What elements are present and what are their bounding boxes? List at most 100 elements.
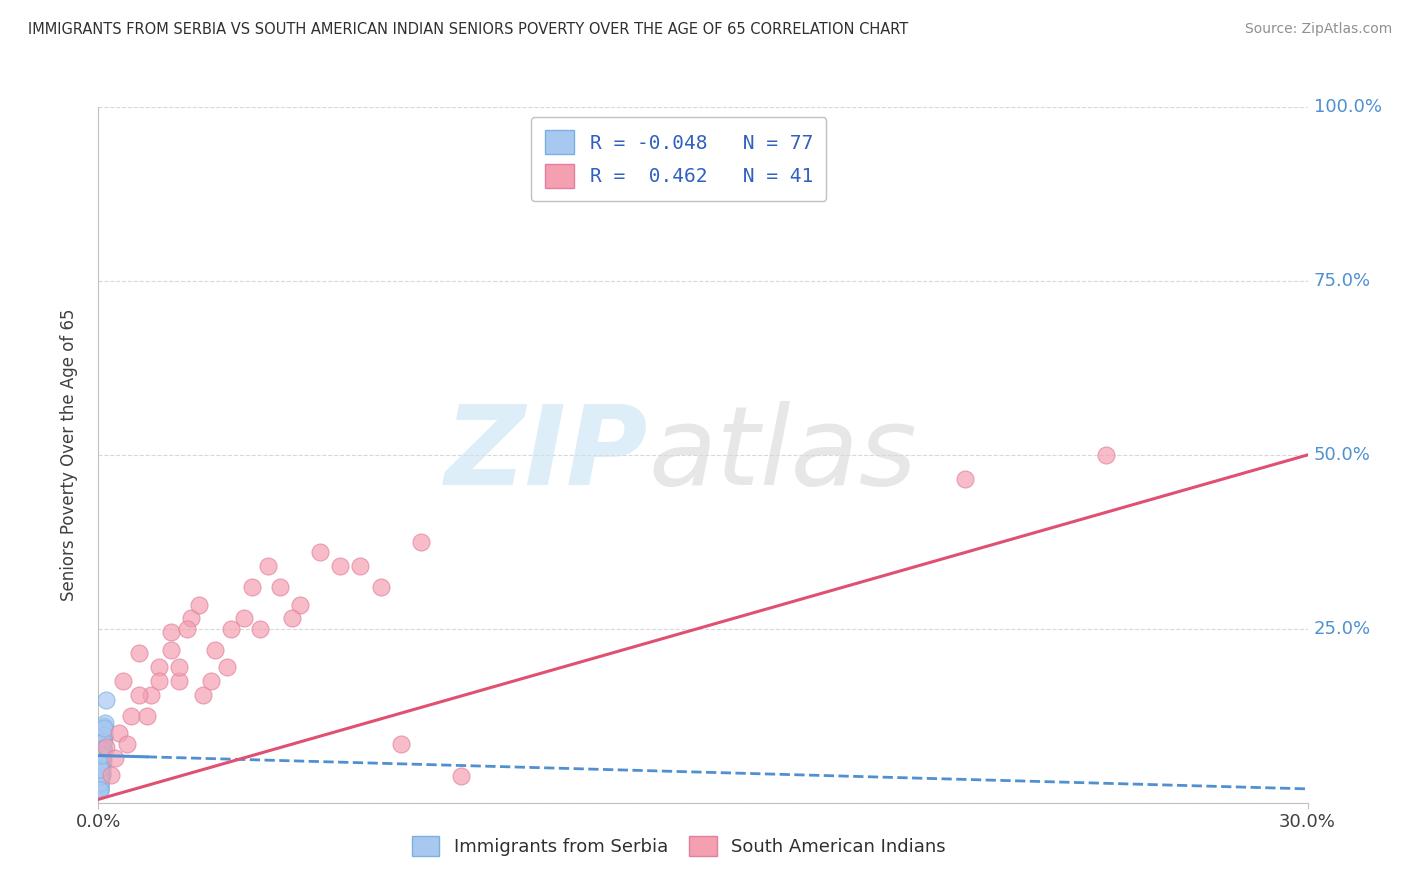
Point	[93, 723, 115, 737]
Point	[450, 769, 472, 783]
Point	[91, 754, 114, 768]
Point	[100, 768, 122, 782]
Point	[91, 737, 114, 751]
Point	[91, 759, 114, 773]
Point	[89, 769, 111, 783]
Point	[89, 768, 111, 782]
Point	[89, 764, 111, 779]
Point	[90, 768, 112, 782]
Point	[128, 688, 150, 702]
Point	[93, 728, 115, 742]
Point	[193, 688, 215, 702]
Point	[90, 759, 112, 773]
Point	[200, 674, 222, 689]
Point	[90, 764, 112, 779]
Point	[90, 768, 112, 782]
Point	[128, 646, 150, 660]
Point	[90, 766, 112, 780]
Point	[91, 741, 114, 756]
Point	[89, 769, 111, 783]
Point	[1095, 448, 1118, 462]
Point	[221, 622, 243, 636]
Point	[91, 753, 114, 767]
Point	[389, 737, 412, 751]
Point	[89, 763, 111, 777]
Point	[91, 741, 114, 756]
Text: 50.0%: 50.0%	[1313, 446, 1371, 464]
Point	[269, 580, 291, 594]
Point	[329, 559, 352, 574]
Y-axis label: Seniors Poverty Over the Age of 65: Seniors Poverty Over the Age of 65	[59, 309, 77, 601]
Text: atlas: atlas	[648, 401, 917, 508]
Text: 100.0%: 100.0%	[1313, 98, 1382, 116]
Point	[90, 759, 112, 773]
Point	[256, 559, 278, 574]
Point	[370, 580, 392, 594]
Point	[188, 598, 211, 612]
Point	[90, 759, 112, 773]
Point	[107, 726, 129, 740]
Point	[91, 747, 114, 761]
Point	[288, 598, 311, 612]
Point	[90, 754, 112, 768]
Point	[89, 775, 111, 789]
Point	[349, 559, 371, 574]
Point	[91, 741, 114, 756]
Point	[91, 768, 114, 782]
Point	[281, 611, 304, 625]
Point	[176, 622, 198, 636]
Point	[89, 759, 111, 773]
Point	[217, 660, 239, 674]
Point	[90, 757, 112, 772]
Point	[160, 625, 183, 640]
Point	[93, 730, 115, 744]
Point	[94, 693, 117, 707]
Point	[90, 753, 112, 767]
Point	[89, 754, 111, 768]
Point	[91, 748, 114, 763]
Point	[89, 775, 111, 789]
Point	[204, 642, 226, 657]
Point	[90, 750, 112, 764]
Point	[111, 674, 134, 689]
Point	[89, 768, 111, 782]
Point	[94, 715, 117, 730]
Point	[89, 776, 111, 790]
Point	[90, 754, 112, 768]
Point	[91, 741, 114, 756]
Point	[90, 759, 112, 773]
Point	[309, 545, 332, 559]
Point	[91, 746, 114, 760]
Point	[160, 642, 183, 657]
Text: IMMIGRANTS FROM SERBIA VS SOUTH AMERICAN INDIAN SENIORS POVERTY OVER THE AGE OF : IMMIGRANTS FROM SERBIA VS SOUTH AMERICAN…	[28, 22, 908, 37]
Point	[91, 734, 114, 748]
Point	[115, 737, 138, 751]
Point	[90, 753, 112, 767]
Point	[167, 674, 190, 689]
Point	[91, 748, 114, 763]
Point	[89, 734, 111, 748]
Text: Source: ZipAtlas.com: Source: ZipAtlas.com	[1244, 22, 1392, 37]
Point	[409, 535, 432, 549]
Point	[89, 781, 111, 796]
Point	[91, 734, 114, 748]
Text: 75.0%: 75.0%	[1313, 272, 1371, 290]
Point	[148, 660, 170, 674]
Point	[180, 611, 202, 625]
Point	[91, 753, 114, 767]
Point	[103, 750, 125, 764]
Point	[89, 769, 111, 783]
Point	[91, 748, 114, 763]
Point	[91, 734, 114, 748]
Point	[90, 754, 112, 768]
Point	[90, 754, 112, 768]
Text: ZIP: ZIP	[446, 401, 648, 508]
Point	[91, 741, 114, 756]
Point	[89, 783, 111, 797]
Point	[91, 746, 114, 760]
Point	[91, 744, 114, 758]
Point	[232, 611, 254, 625]
Point	[139, 688, 162, 702]
Point	[120, 708, 142, 723]
Point	[93, 721, 115, 735]
